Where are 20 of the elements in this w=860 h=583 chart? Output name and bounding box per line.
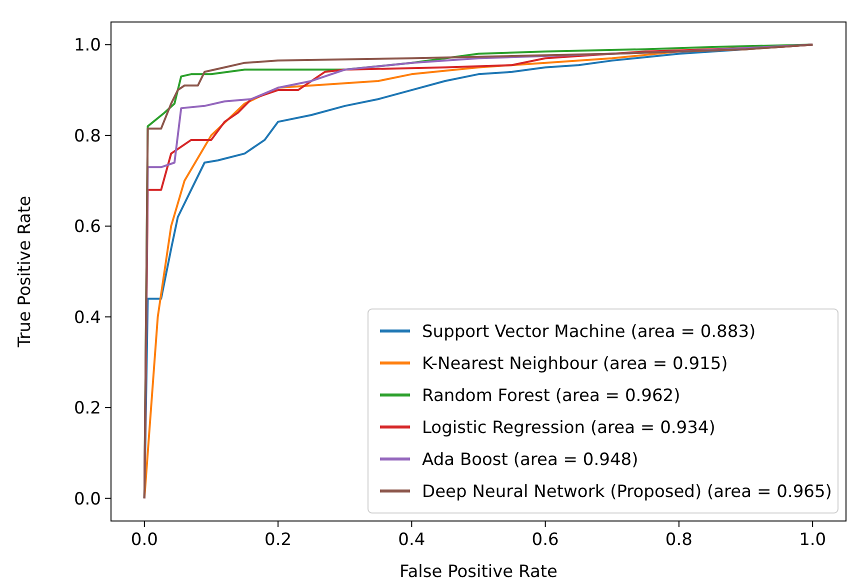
x-tick-label: 0.6 <box>532 530 559 550</box>
legend-label: Logistic Regression (area = 0.934) <box>422 418 716 438</box>
legend-label: Support Vector Machine (area = 0.883) <box>422 322 756 342</box>
legend-label: Ada Boost (area = 0.948) <box>422 450 638 470</box>
y-tick-label: 0.4 <box>74 308 101 328</box>
x-tick-label: 0.2 <box>264 530 292 550</box>
y-tick-label: 0.2 <box>74 398 101 419</box>
y-tick-label: 0.0 <box>74 489 101 510</box>
y-tick-label: 0.6 <box>74 217 101 238</box>
x-tick-label: 0.4 <box>398 530 426 550</box>
y-tick-label: 0.8 <box>74 126 101 146</box>
legend-label: Deep Neural Network (Proposed) (area = 0.965) <box>422 482 832 502</box>
legend-label: Random Forest (area = 0.962) <box>422 386 680 406</box>
y-axis-title: True Positive Rate <box>15 196 35 348</box>
x-tick-label: 1.0 <box>799 530 826 550</box>
x-tick-label: 0.0 <box>130 530 158 550</box>
x-tick-label: 0.8 <box>665 530 692 550</box>
y-tick-label: 1.0 <box>74 36 101 56</box>
legend-label: K-Nearest Neighbour (area = 0.915) <box>422 354 728 374</box>
x-axis-title: False Positive Rate <box>400 562 558 582</box>
